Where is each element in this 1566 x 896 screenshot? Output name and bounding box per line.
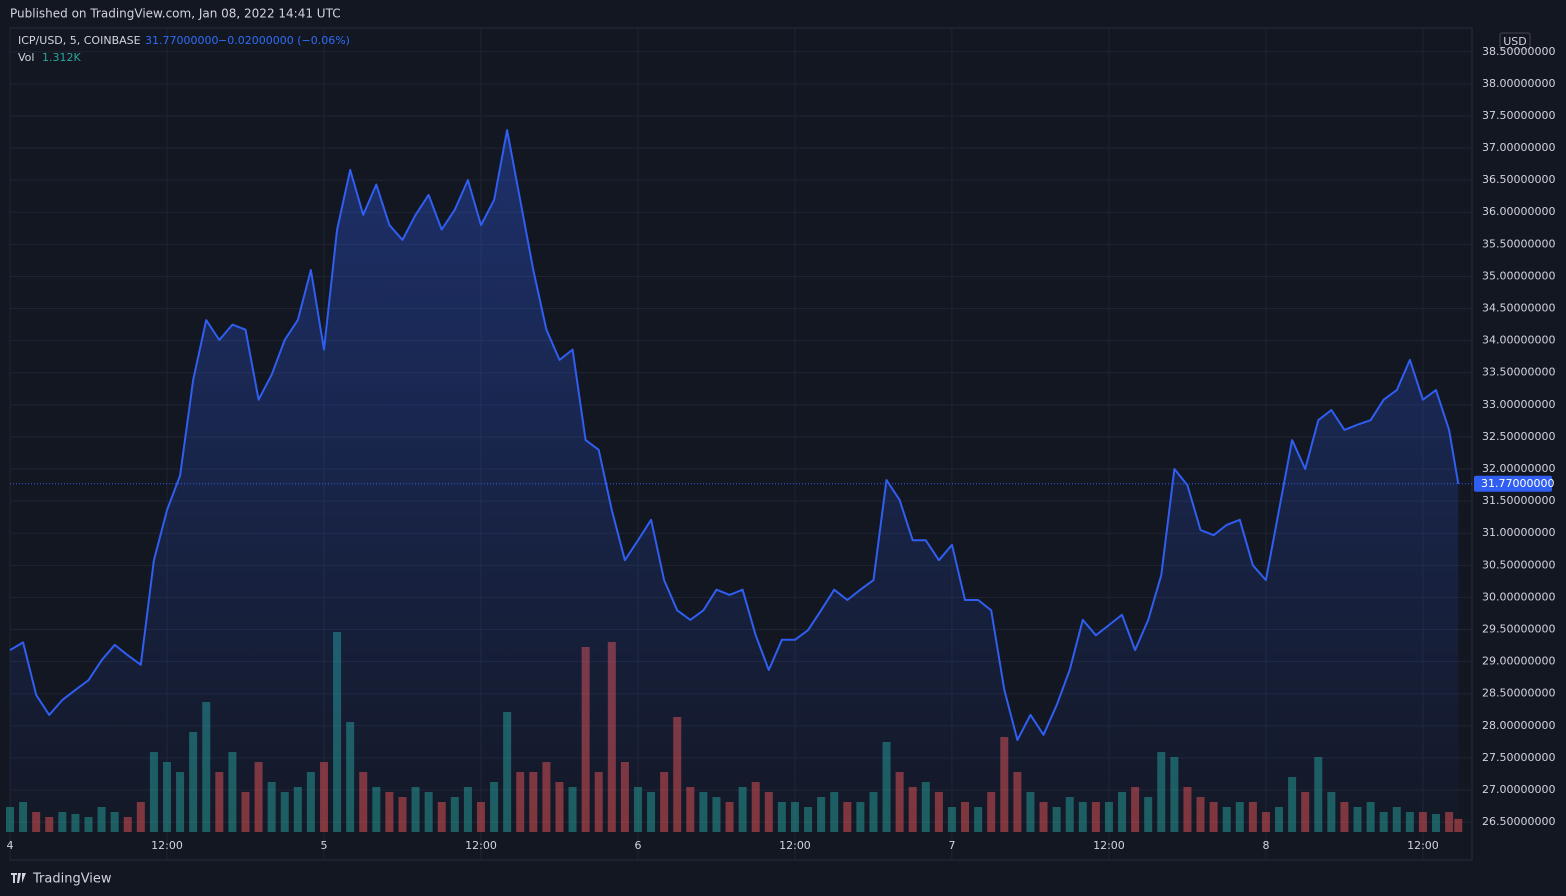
last-price-tag: 31.77000000 — [1481, 477, 1554, 490]
x-tick-label: 5 — [320, 839, 327, 852]
published: Published on TradingView.com, Jan 08, 20… — [10, 7, 341, 21]
y-tick-label: 30.50000000 — [1482, 558, 1555, 571]
price-line — [9, 129, 1460, 741]
y-tick-label: 31.00000000 — [1482, 526, 1555, 539]
last-price-tag-bg — [1474, 475, 1552, 492]
y-tick-label: 34.00000000 — [1482, 334, 1555, 347]
y-tick-label: 37.00000000 — [1482, 141, 1555, 154]
y-tick-label: 34.50000000 — [1482, 302, 1555, 315]
x-tick-label: 12:00 — [151, 839, 183, 852]
y-tick-label: 33.50000000 — [1482, 366, 1555, 379]
y-tick-label: 36.50000000 — [1482, 173, 1555, 186]
y-tick-label: 31.50000000 — [1482, 494, 1555, 507]
currency[interactable]: USD — [1503, 35, 1527, 48]
y-tick-label: 38.50000000 — [1482, 45, 1555, 58]
x-tick-label: 12:00 — [465, 839, 497, 852]
y-tick-label: 26.50000000 — [1482, 815, 1555, 828]
y-tick-label: 29.00000000 — [1482, 655, 1555, 668]
price-change: −0.02000000 (−0.06%) — [218, 34, 350, 47]
vol-label: Vol — [18, 51, 34, 64]
x-tick-label: 12:00 — [779, 839, 811, 852]
y-tick-label: 29.50000000 — [1482, 623, 1555, 636]
y-tick-label: 33.00000000 — [1482, 398, 1555, 411]
last-price: 31.77000000 — [145, 34, 218, 47]
vol-value: 1.312K — [42, 51, 81, 64]
y-tick-label: 27.50000000 — [1482, 751, 1555, 764]
y-tick-label: 35.00000000 — [1482, 269, 1555, 282]
x-tick-label: 6 — [634, 839, 641, 852]
y-tick-label: 35.50000000 — [1482, 237, 1555, 250]
x-tick-label: 7 — [948, 839, 955, 852]
y-tick-label: 28.50000000 — [1482, 687, 1555, 700]
brand[interactable]: TradingView — [32, 872, 112, 887]
y-tick-label: 28.00000000 — [1482, 719, 1555, 732]
brand-logo[interactable] — [11, 873, 26, 883]
x-tick-label: 8 — [1262, 839, 1269, 852]
y-tick-label: 38.00000000 — [1482, 77, 1555, 90]
symbol: ICP/USD, 5, COINBASE — [18, 34, 141, 47]
y-tick-label: 36.00000000 — [1482, 205, 1555, 218]
y-tick-label: 27.00000000 — [1482, 783, 1555, 796]
y-tick-label: 32.00000000 — [1482, 462, 1555, 475]
y-tick-label: 30.00000000 — [1482, 590, 1555, 603]
x-tick-label: 12:00 — [1407, 839, 1439, 852]
y-tick-label: 37.50000000 — [1482, 109, 1555, 122]
x-tick-label: 4 — [7, 839, 14, 852]
x-tick-label: 12:00 — [1093, 839, 1125, 852]
y-tick-label: 32.50000000 — [1482, 430, 1555, 443]
currency-badge[interactable] — [1499, 32, 1531, 50]
area-fill — [10, 130, 1459, 833]
